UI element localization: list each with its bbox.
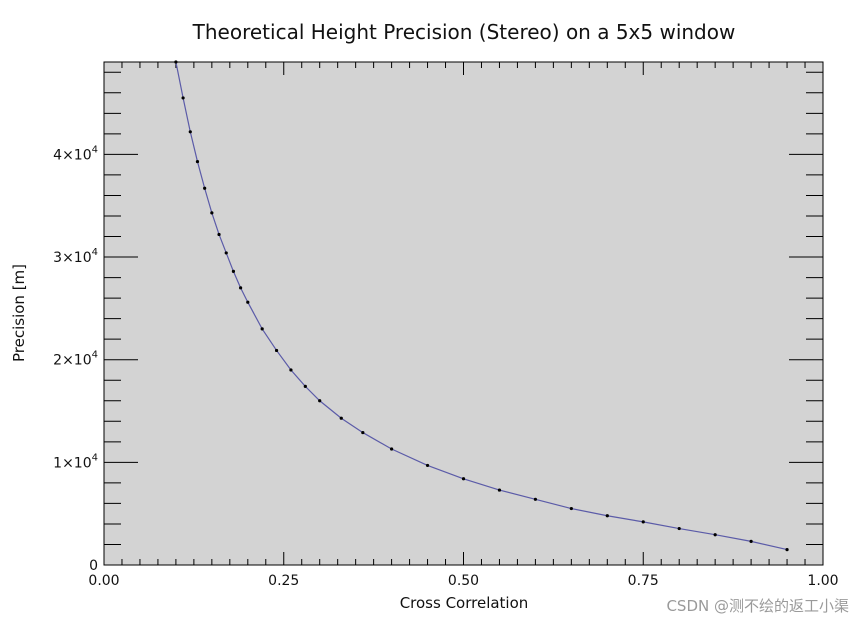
y-tick-label: 2×104 [53,350,98,369]
y-tick-label-base: 2×10 [53,353,91,369]
axis-ticks [103,62,824,566]
data-point [224,251,228,255]
x-tick-label: 0.50 [448,573,479,589]
data-point [641,520,645,524]
x-tick-label: 0.00 [88,573,119,589]
data-point [274,348,279,353]
y-tick-label: 3×104 [53,247,98,266]
data-point [210,211,214,215]
plot-area [103,61,824,566]
y-tick-label-base: 1×10 [53,455,91,471]
y-tick-label-exponent: 4 [92,144,98,155]
data-point [217,232,221,237]
data-point [497,488,502,492]
data-point [260,327,264,331]
data-point [390,447,394,451]
x-tick-labels: 0.00 0.25 0.50 0.75 1.00 [88,573,838,589]
x-tick-label: 0.75 [628,573,659,589]
x-tick-label: 0.25 [268,573,299,589]
data-point [174,60,178,64]
y-tick-label: 4×104 [53,144,98,163]
data-point [605,514,609,518]
data-point [785,548,789,552]
data-point [203,186,207,190]
data-point [188,130,192,134]
data-point [425,463,430,468]
data-point [361,430,365,435]
y-tick-label-base: 4×10 [53,147,91,163]
data-point [289,368,293,372]
data-point [231,269,236,274]
series-markers [174,60,789,552]
data-point [569,506,573,511]
data-point [749,539,753,543]
data-point [713,533,717,537]
y-tick-label-exponent: 4 [92,247,98,258]
data-point [303,384,307,388]
series-line [175,61,788,551]
x-axis-label: Cross Correlation [400,594,529,612]
data-point [195,159,200,164]
y-tick-label-base: 0 [89,558,98,574]
data-point [318,399,322,403]
y-tick-label-exponent: 4 [92,350,98,361]
x-tick-label: 1.00 [807,573,838,589]
data-point [246,300,250,304]
data-point [677,526,681,531]
y-tick-label: 1×104 [53,452,98,471]
chart-title: Theoretical Height Precision (Stereo) on… [192,20,736,44]
data-point [339,416,343,420]
watermark: CSDN @测不绘的返工小渠 [666,597,849,615]
data-point [239,286,243,290]
y-axis-label: Precision [m] [10,264,28,362]
y-tick-label: 0 [89,558,98,574]
data-point [181,96,185,100]
y-tick-label-exponent: 4 [92,452,98,463]
y-tick-label-base: 3×10 [53,250,91,266]
data-point [461,477,466,481]
data-point [533,497,538,501]
